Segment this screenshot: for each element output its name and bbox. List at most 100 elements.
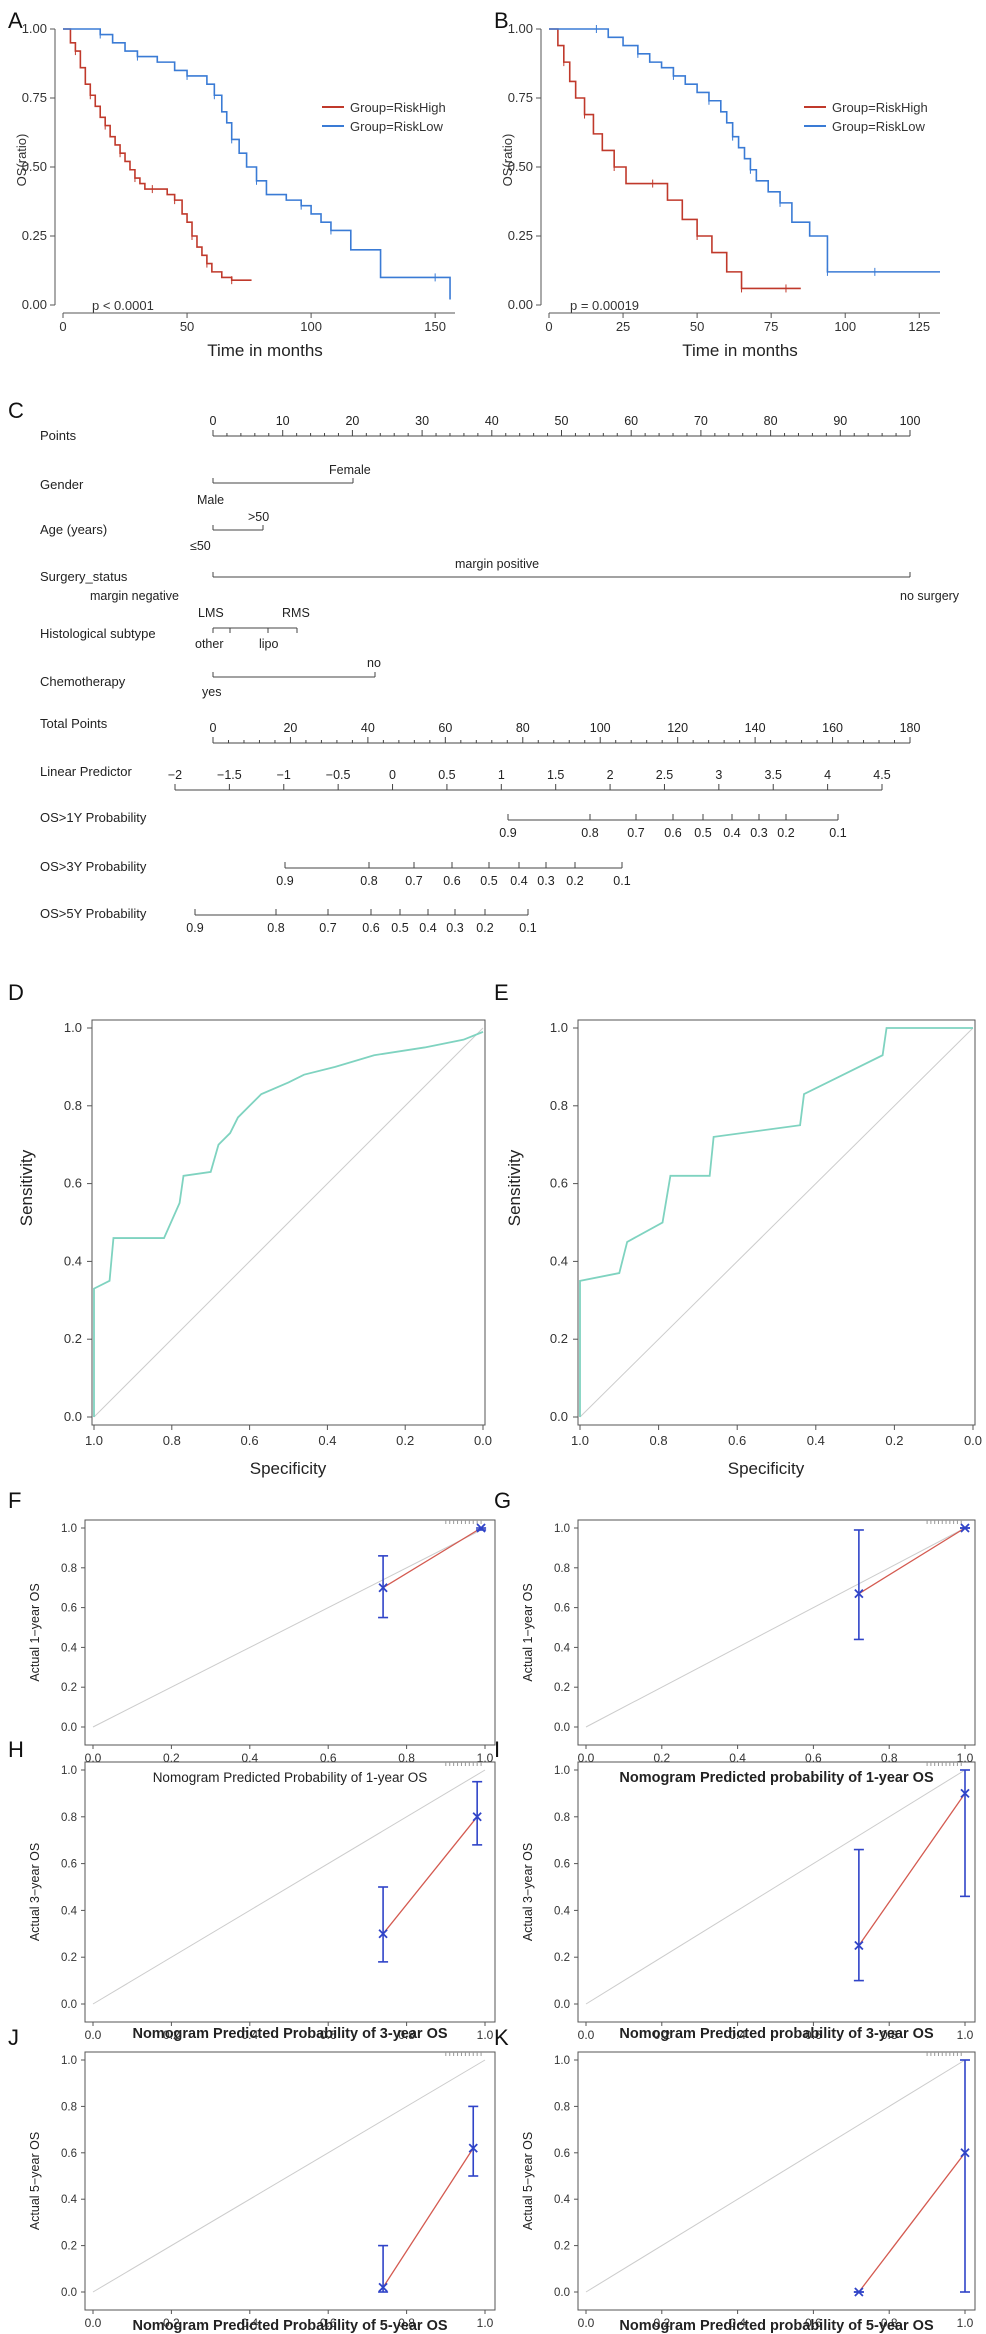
os1y-tick-label: 0.5	[694, 826, 711, 840]
calib-frame	[577, 2051, 976, 2311]
calib-x-tick-label: 0.6	[320, 1751, 337, 1765]
roc-ylabel: Sensitivity	[505, 1149, 524, 1226]
calib-x-tick-label: 0.6	[805, 1751, 822, 1765]
total-points-tick-label: 180	[900, 721, 921, 735]
roc-y-tick-label: 0.2	[64, 1331, 82, 1346]
points-tick-label: 0	[210, 414, 217, 428]
nomo-row-label: Gender	[40, 477, 84, 492]
km-pvalue: p < 0.0001	[92, 298, 154, 313]
calib-frame	[84, 1761, 496, 2023]
panel-label-I: I	[494, 1737, 500, 1762]
km-curve-high	[549, 28, 801, 290]
km-ylabel: OS(ratio)	[14, 134, 29, 187]
calib-ideal-line	[585, 1527, 966, 1728]
nomo-row-label: Total Points	[40, 716, 108, 731]
roc-y-tick-label: 0.0	[550, 1409, 568, 1424]
calib-x-tick-label: 1.0	[477, 2316, 494, 2330]
calib-y-tick-label: 0.6	[554, 1603, 570, 1615]
calib-xlabel: Nomogram Predicted probability of 5-year…	[619, 2318, 934, 2334]
calib-x-tick-label: 0.4	[241, 2028, 258, 2042]
calib-x-tick-label: 0.8	[881, 2028, 898, 2042]
linear-predictor-tick-label: 0	[389, 768, 396, 782]
points-tick-label: 80	[764, 414, 778, 428]
calib-y-tick-label: 0.6	[61, 1603, 77, 1615]
km-y-tick-label: 0.25	[22, 228, 47, 243]
linear-predictor-tick-label: 2	[607, 768, 614, 782]
roc-y-tick-label: 1.0	[64, 1020, 82, 1035]
subtype-lms-label: LMS	[198, 606, 224, 620]
total-points-tick-label: 60	[438, 721, 452, 735]
km-curve-low	[63, 28, 451, 300]
calib-x-tick-label: 0.4	[729, 1751, 746, 1765]
os3y-tick-label: 0.8	[360, 874, 377, 888]
calib-y-tick-label: 0.8	[61, 1563, 77, 1575]
panel-label-H: H	[8, 1737, 24, 1762]
os5y-tick-label: 0.5	[391, 921, 408, 935]
subtype-lipo-label: lipo	[259, 637, 279, 651]
calib-ylabel: Actual 3−year OS	[521, 1843, 535, 1941]
points-tick-label: 20	[345, 414, 359, 428]
calib-xlabel: Nomogram Predicted Probability of 1-year…	[153, 1770, 428, 1785]
panel-label-C: C	[8, 398, 24, 423]
km-x-tick-label: 100	[834, 319, 856, 334]
calib-point-marker	[960, 1788, 970, 1799]
calib-line	[382, 2147, 474, 2288]
roc-y-tick-label: 0.8	[64, 1098, 82, 1113]
calib-ylabel: Actual 5−year OS	[521, 2132, 535, 2230]
os5y-tick-label: 0.4	[419, 921, 436, 935]
surgery-positive-label: margin positive	[455, 557, 539, 571]
calib-x-tick-label: 0.4	[729, 2028, 746, 2042]
km-ylabel: OS(ratio)	[500, 134, 515, 187]
roc-x-tick-label: 0.2	[885, 1433, 903, 1448]
points-tick-label: 90	[833, 414, 847, 428]
calib-x-tick-label: 0.2	[163, 2316, 180, 2330]
km-legend: Group=RiskHigh Group=RiskLow	[804, 100, 928, 134]
panel-label-K: K	[494, 2025, 509, 2050]
panel-label-J: J	[8, 2025, 19, 2050]
os1y-tick-label: 0.8	[581, 826, 598, 840]
km-x-tick-label: 50	[180, 319, 194, 334]
km-y-tick-label: 0.00	[22, 297, 47, 312]
roc-x-tick-label: 1.0	[571, 1433, 589, 1448]
roc-chart-D: Sensitivity Specificity	[17, 1149, 327, 1478]
calib-frame	[577, 1761, 976, 2023]
linear-predictor-tick-label: 1	[498, 768, 505, 782]
roc-y-tick-label: 0.4	[550, 1253, 568, 1268]
age-old-label: >50	[248, 510, 269, 524]
calib-y-tick-label: 0.4	[61, 1642, 78, 1654]
calib-y-tick-label: 0.8	[61, 1812, 77, 1824]
km-curve-low	[549, 28, 940, 273]
calib-x-tick-label: 0.6	[805, 2316, 822, 2330]
legend-label-high: Group=RiskHigh	[832, 100, 928, 115]
roc-diagonal	[579, 1027, 974, 1418]
roc-x-tick-label: 0.4	[807, 1433, 825, 1448]
os1y-tick-label: 0.9	[499, 826, 516, 840]
calib-frame	[84, 1519, 496, 1746]
calib-x-tick-label: 0.0	[578, 2316, 595, 2330]
calib-point-marker	[854, 1589, 864, 1599]
calib-ylabel: Actual 1−year OS	[28, 1583, 42, 1681]
os1y-tick-label: 0.7	[627, 826, 644, 840]
points-tick-label: 40	[485, 414, 499, 428]
calib-y-tick-label: 0.0	[554, 2287, 570, 2299]
roc-curve	[93, 1031, 484, 1417]
linear-predictor-tick-label: −1	[277, 768, 291, 782]
os3y-tick-label: 0.4	[510, 874, 527, 888]
calib-line	[858, 1527, 966, 1595]
km-y-tick-label: 1.00	[508, 21, 533, 36]
roc-frame	[577, 1019, 976, 1426]
panel-label-G: G	[494, 1488, 511, 1513]
os3y-tick-label: 0.2	[566, 874, 583, 888]
nomo-row-label: OS>3Y Probability	[40, 859, 147, 874]
calib-y-tick-label: 0.8	[554, 1812, 570, 1824]
dynamic-marks: 0.000.250.500.751.000 50 100 1500.000.250.5…	[22, 21, 982, 2334]
km-y-tick-label: 0.50	[508, 159, 533, 174]
calib-x-tick-label: 0.6	[320, 2028, 337, 2042]
nomo-row-label: Linear Predictor	[40, 764, 132, 779]
total-points-tick-label: 140	[745, 721, 766, 735]
linear-predictor-tick-label: 1.5	[547, 768, 564, 782]
km-x-tick-label: 75	[764, 319, 778, 334]
subtype-rms-label: RMS	[282, 606, 310, 620]
calib-frame	[84, 2051, 496, 2311]
